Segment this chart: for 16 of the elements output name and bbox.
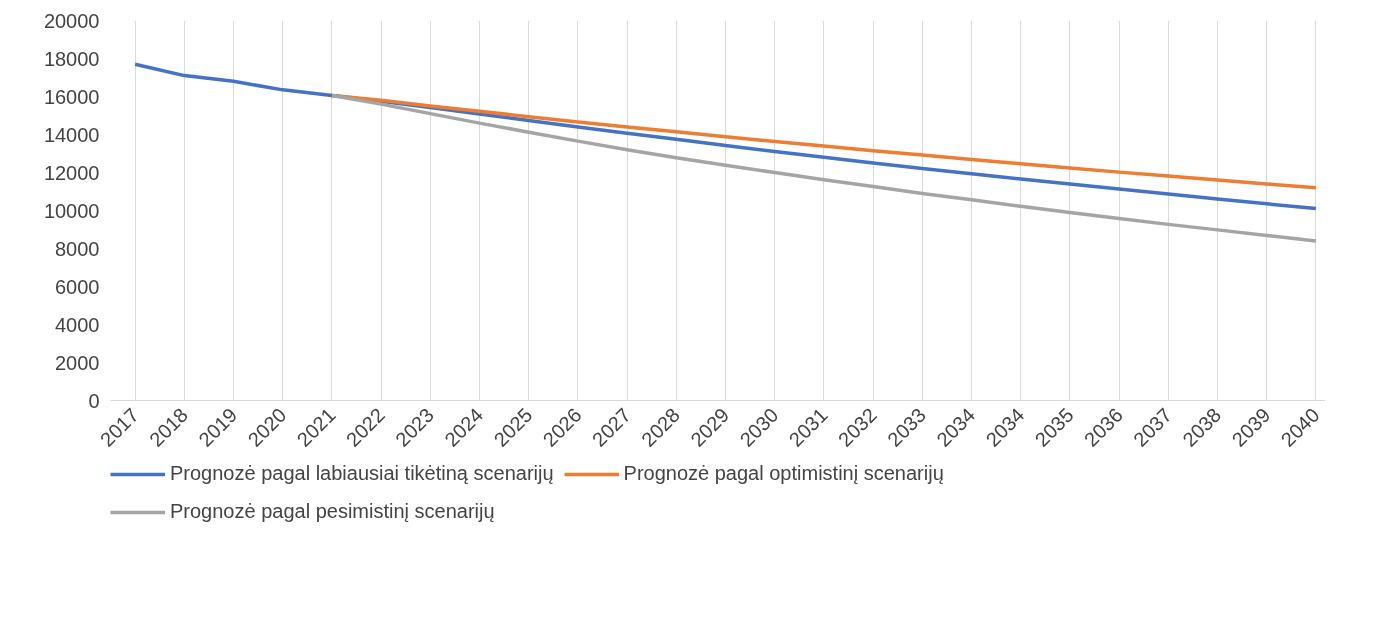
legend-label: Prognozė pagal pesimistinį scenarijų bbox=[170, 500, 495, 523]
y-tick-label: 12000 bbox=[43, 161, 100, 184]
y-tick-label: 18000 bbox=[43, 47, 100, 70]
line-series bbox=[330, 93, 1318, 243]
legend-label: Prognozė pagal labiausiai tikėtiną scenarijų bbox=[170, 462, 554, 485]
y-tick-label: 14000 bbox=[43, 123, 100, 146]
y-tick-label: 20000 bbox=[43, 9, 100, 32]
line-series bbox=[133, 62, 1318, 211]
y-tick-label: 4000 bbox=[55, 313, 100, 336]
y-tick-label: 6000 bbox=[55, 275, 100, 298]
y-tick-label: 0 bbox=[88, 389, 100, 412]
legend-label: Prognozė pagal optimistinį scenarijų bbox=[623, 462, 944, 485]
y-tick-label: 10000 bbox=[43, 199, 100, 222]
y-tick-label: 2000 bbox=[55, 351, 100, 374]
y-tick-label: 16000 bbox=[43, 85, 100, 108]
y-tick-label: 8000 bbox=[55, 237, 100, 260]
